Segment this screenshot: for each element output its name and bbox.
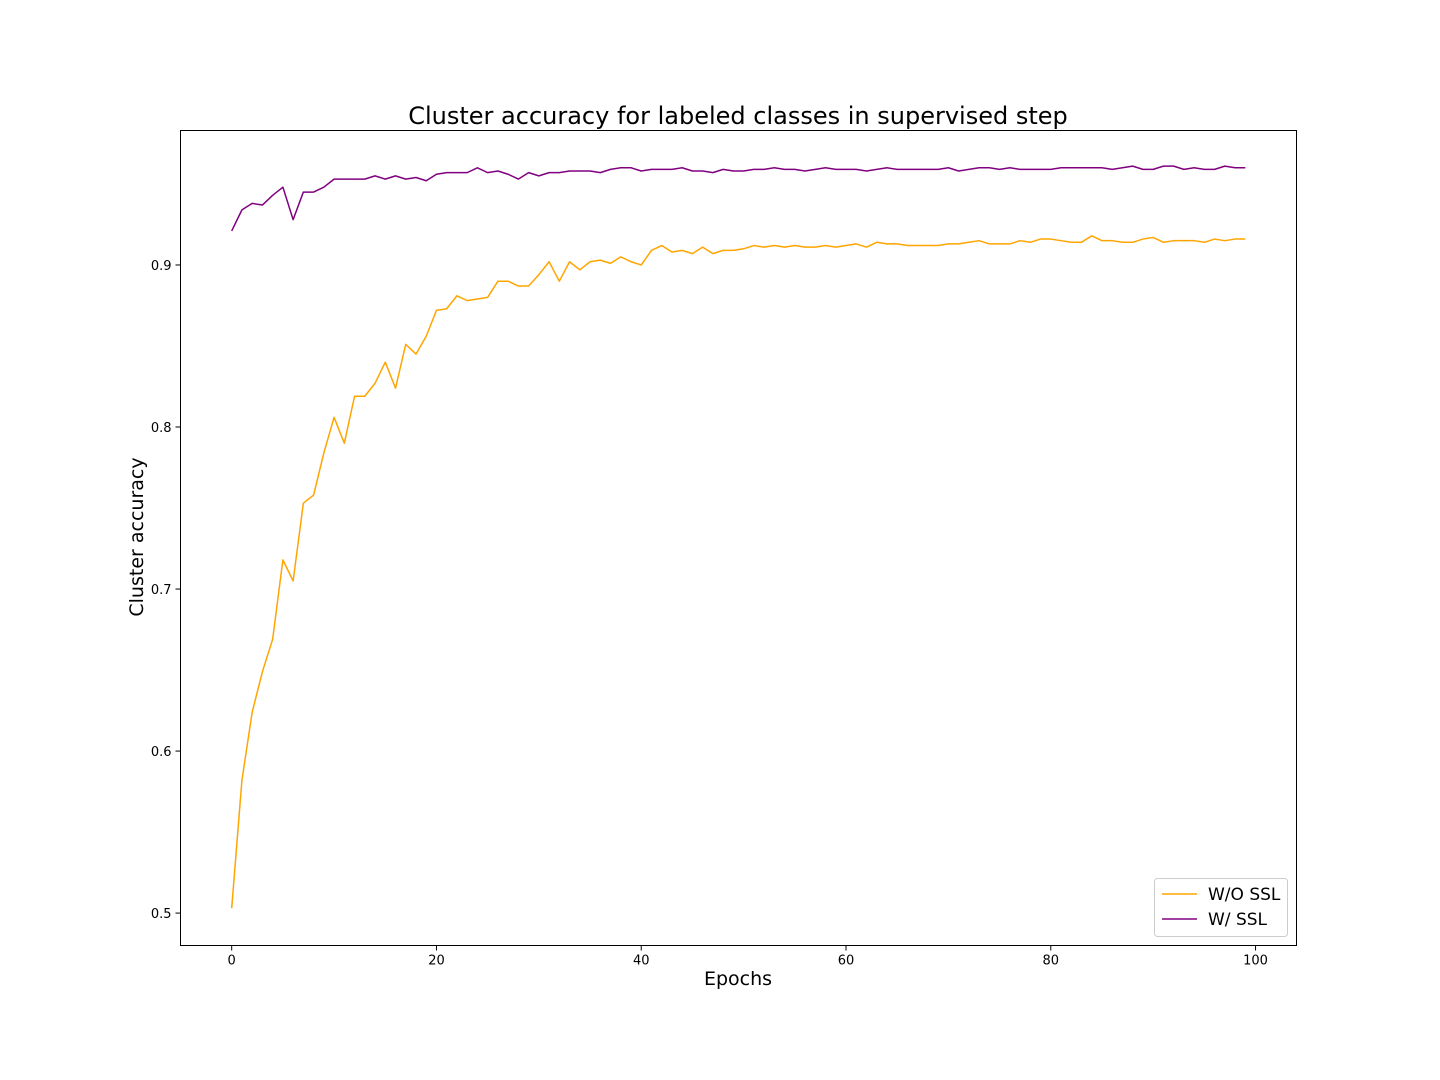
plot-frame: [180, 130, 1297, 946]
y-tick-label: 0.5: [151, 907, 172, 922]
x-tick-label: 20: [428, 954, 445, 969]
legend-label-wo-ssl: W/O SSL: [1208, 885, 1281, 905]
x-tick-label: 0: [228, 954, 236, 969]
x-tick-label: 40: [633, 954, 650, 969]
y-tick-label: 0.6: [151, 745, 172, 760]
legend: W/O SSL W/ SSL: [1154, 878, 1288, 937]
legend-box: [1154, 878, 1288, 937]
x-tick-label: 60: [838, 954, 855, 969]
series-line-0: [230, 235, 1246, 909]
y-tick-label: 0.8: [151, 421, 172, 436]
y-tick-label: 0.7: [151, 583, 172, 598]
legend-label-w-ssl: W/ SSL: [1208, 910, 1268, 930]
chart-title: Cluster accuracy for labeled classes in …: [408, 102, 1068, 130]
x-axis-ticks: 0 20 40 60 80 100: [228, 945, 1268, 969]
y-tick-label: 0.9: [151, 259, 172, 274]
y-axis-ticks: 0.5 0.6 0.7 0.8 0.9: [151, 259, 181, 922]
y-axis-title: Cluster accuracy: [126, 457, 148, 616]
x-axis-title: Epochs: [704, 968, 772, 990]
series-layer: [230, 165, 1246, 909]
series-line-1: [231, 165, 1246, 232]
x-tick-label: 100: [1243, 954, 1268, 969]
x-tick-label: 80: [1043, 954, 1060, 969]
